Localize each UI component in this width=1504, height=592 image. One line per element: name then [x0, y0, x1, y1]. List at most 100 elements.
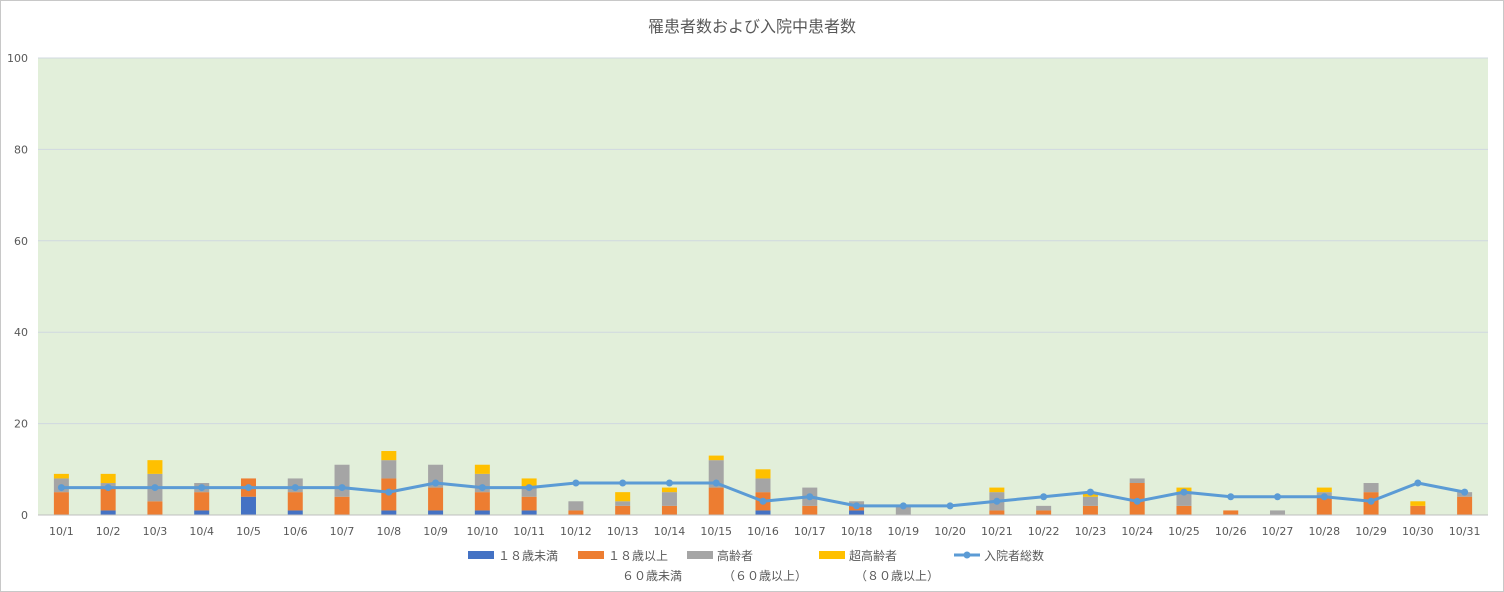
- y-axis: 0 20 40 60 80 100: [7, 52, 28, 522]
- bar-segment: [521, 510, 537, 515]
- legend-label-line2: （８０歳以上）: [855, 569, 939, 583]
- bar-segment: [381, 451, 397, 461]
- x-tick-label: 10/2: [96, 525, 121, 538]
- bar-segment: [1316, 487, 1332, 493]
- line-point: [198, 484, 206, 492]
- x-tick-label: 10/23: [1075, 525, 1107, 538]
- bar-segment: [708, 460, 724, 488]
- bar-segment: [521, 478, 537, 488]
- x-tick-label: 10/22: [1028, 525, 1060, 538]
- line-point: [946, 502, 954, 510]
- legend-label: 高齢者: [717, 548, 753, 563]
- x-tick-label: 10/10: [467, 525, 499, 538]
- bar-segment: [334, 464, 350, 497]
- line-point: [1133, 497, 1141, 505]
- x-tick-label: 10/20: [934, 525, 966, 538]
- legend-swatch-marker: [963, 551, 971, 559]
- x-tick-label: 10/29: [1355, 525, 1387, 538]
- x-tick-label: 10/12: [560, 525, 592, 538]
- line-point: [806, 493, 814, 501]
- line-point: [1227, 493, 1235, 501]
- bar-segment: [100, 510, 116, 515]
- x-tick-label: 10/4: [189, 525, 214, 538]
- line-point: [1414, 479, 1422, 487]
- bar-segment: [1176, 492, 1192, 506]
- bar-segment: [755, 469, 771, 479]
- bar-segment: [755, 478, 771, 493]
- bar-segment: [53, 492, 69, 515]
- legend-label: 入院者総数: [984, 548, 1044, 563]
- x-tick-label: 10/18: [841, 525, 873, 538]
- bar-segment: [1176, 505, 1192, 515]
- x-tick-label: 10/24: [1121, 525, 1153, 538]
- bar-segment: [381, 510, 397, 515]
- legend-label-line2: （６０歳以上）: [723, 569, 807, 583]
- line-point: [385, 488, 393, 496]
- bar-segment: [1410, 501, 1426, 506]
- y-tick-label: 20: [14, 418, 28, 431]
- x-tick-label: 10/30: [1402, 525, 1434, 538]
- bar-segment: [1223, 510, 1239, 515]
- bar-segment: [240, 496, 256, 515]
- bar-segment: [989, 510, 1005, 515]
- bar-segment: [287, 510, 303, 515]
- bar-segment: [147, 460, 163, 474]
- y-tick-label: 60: [14, 235, 28, 248]
- bar-segment: [521, 487, 537, 497]
- x-tick-label: 10/28: [1308, 525, 1340, 538]
- line-point: [151, 484, 159, 492]
- line-point: [712, 479, 720, 487]
- bar-segment: [755, 510, 771, 515]
- bar-segment: [53, 473, 69, 479]
- line-point: [619, 479, 627, 487]
- x-tick-label: 10/17: [794, 525, 826, 538]
- line-point: [853, 502, 861, 510]
- bar-segment: [661, 492, 677, 506]
- legend-swatch: [819, 551, 845, 559]
- x-tick-label: 10/6: [283, 525, 308, 538]
- legend-label-line2: ６０歳未満: [622, 569, 682, 583]
- chart-title: 罹患者数および入院中患者数: [648, 17, 856, 36]
- bar-segment: [1129, 478, 1145, 484]
- x-tick-label: 10/26: [1215, 525, 1247, 538]
- line-point: [432, 479, 440, 487]
- x-tick-label: 10/19: [887, 525, 919, 538]
- legend-swatch: [578, 551, 604, 559]
- bar-segment: [802, 505, 818, 515]
- bar-segment: [708, 487, 724, 515]
- bar-segment: [568, 510, 584, 515]
- bar-segment: [334, 496, 350, 515]
- bar-segment: [381, 460, 397, 479]
- legend: １８歳未満 １８歳以上 ６０歳未満 高齢者 （６０歳以上） 超高齢者 （８０歳以上） 入院者総…: [468, 548, 1044, 583]
- bar-segment: [615, 492, 631, 502]
- bar-segment: [661, 487, 677, 493]
- x-tick-label: 10/7: [330, 525, 355, 538]
- x-tick-label: 10/11: [513, 525, 545, 538]
- bar-segment: [895, 505, 911, 515]
- line-point: [57, 484, 65, 492]
- x-tick-label: 10/3: [143, 525, 168, 538]
- bar-segment: [521, 496, 537, 511]
- bar-segment: [989, 487, 1005, 493]
- line-point: [1461, 488, 1469, 496]
- bar-segment: [708, 455, 724, 461]
- bar-segment: [474, 492, 490, 511]
- bar-segment: [1410, 505, 1426, 515]
- legend-label: １８歳未満: [498, 549, 558, 563]
- bar-segment: [568, 501, 584, 511]
- x-tick-label: 10/5: [236, 525, 261, 538]
- line-point: [291, 484, 299, 492]
- bar-segment: [428, 464, 444, 488]
- x-tick-label: 10/1: [49, 525, 74, 538]
- line-point: [244, 484, 252, 492]
- line-point: [478, 484, 486, 492]
- bar-segment: [1036, 505, 1052, 511]
- bar-segment: [1082, 496, 1098, 506]
- y-tick-label: 40: [14, 326, 28, 339]
- bar-segment: [1270, 510, 1286, 515]
- x-tick-label: 10/25: [1168, 525, 1200, 538]
- bar-segment: [474, 464, 490, 474]
- y-tick-label: 0: [21, 509, 28, 522]
- line-series: [57, 479, 1469, 510]
